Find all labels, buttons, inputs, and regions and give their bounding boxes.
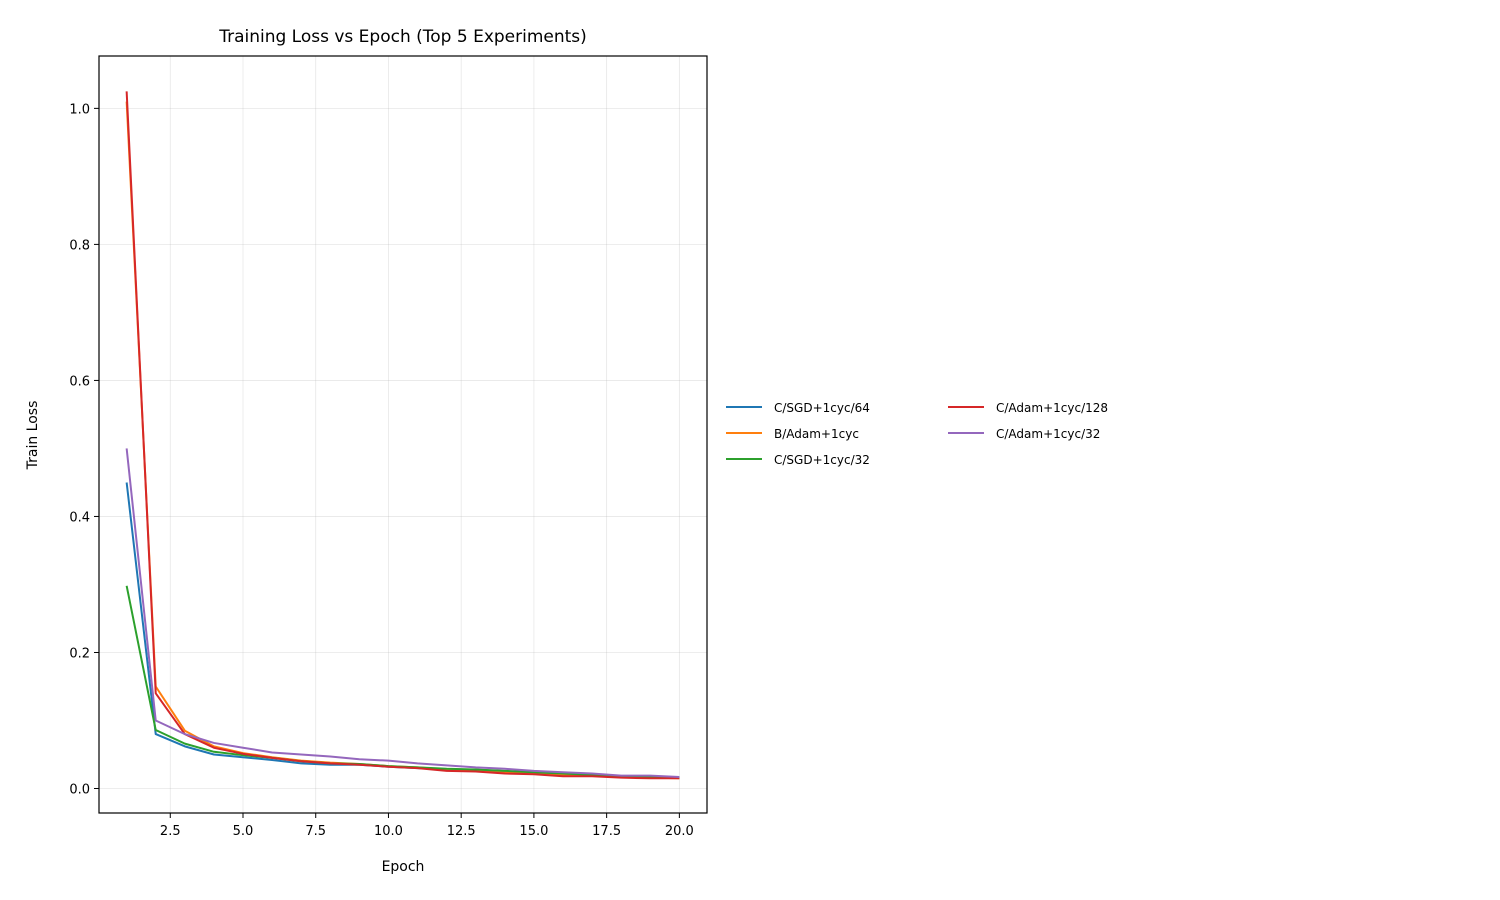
chart-title: Training Loss vs Epoch (Top 5 Experiment… xyxy=(218,27,587,47)
x-tick-label: 20.0 xyxy=(665,824,694,839)
plot-area-frame xyxy=(98,55,708,814)
legend-label: B/Adam+1cyc xyxy=(774,427,859,441)
y-tick-label: 0.8 xyxy=(69,238,90,253)
series-line-3 xyxy=(125,585,680,779)
legend: C/SGD+1cyc/64 B/Adam+1cyc C/SGD+1cyc/32 C/A… xyxy=(726,401,1108,467)
x-tick-label: 12.5 xyxy=(447,824,476,839)
grid xyxy=(99,56,707,813)
y-tick-label: 0.0 xyxy=(69,783,90,798)
x-tick-label: 5.0 xyxy=(233,824,254,839)
x-tick-label: 17.5 xyxy=(592,824,621,839)
series-line-1 xyxy=(125,482,680,779)
x-tick-label: 7.5 xyxy=(305,824,326,839)
x-tick-label: 2.5 xyxy=(160,824,181,839)
x-tick-label: 15.0 xyxy=(519,824,548,839)
series-line-5 xyxy=(125,448,680,778)
series-line-4 xyxy=(125,91,680,780)
y-tick-label: 0.4 xyxy=(69,510,90,525)
x-tick-label: 10.0 xyxy=(374,824,403,839)
y-tick-label: 0.2 xyxy=(69,646,90,661)
y-tick-label: 1.0 xyxy=(69,102,90,117)
legend-label: C/SGD+1cyc/64 xyxy=(774,401,870,415)
legend-label: C/SGD+1cyc/32 xyxy=(774,453,870,467)
legend-label: C/Adam+1cyc/128 xyxy=(996,401,1108,415)
x-axis: 2.5 5.0 7.5 10.0 12.5 15.0 17.5 20.0 xyxy=(160,813,694,839)
series-lines xyxy=(125,91,680,780)
y-axis: 0.0 0.2 0.4 0.6 0.8 1.0 xyxy=(69,102,99,798)
y-tick-label: 0.6 xyxy=(69,374,90,389)
legend-label: C/Adam+1cyc/32 xyxy=(996,427,1100,441)
x-axis-label: Epoch xyxy=(382,859,425,875)
y-axis-label: Train Loss xyxy=(25,401,41,471)
series-line-2 xyxy=(125,101,680,780)
